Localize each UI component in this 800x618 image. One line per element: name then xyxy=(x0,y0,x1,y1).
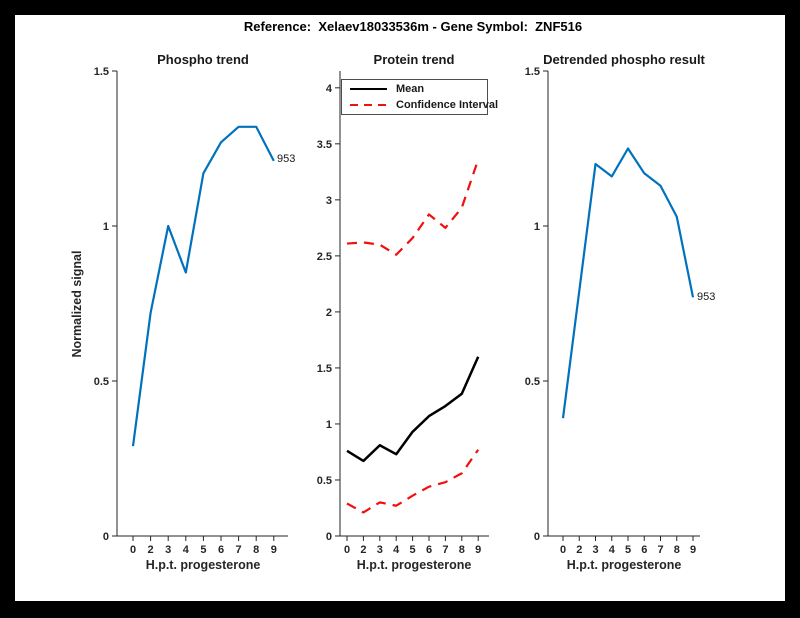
x-tick-label: 3 xyxy=(377,544,383,556)
subplot-3-axis xyxy=(547,71,700,537)
y-tick-label: 1 xyxy=(534,221,540,233)
legend-item-confidence-interval: Confidence Interval xyxy=(350,98,498,112)
x-tick-label: 2 xyxy=(148,544,154,556)
y-tick-label: 0.5 xyxy=(525,376,540,388)
x-tick-label: 3 xyxy=(592,544,598,556)
x-tick-label: 8 xyxy=(459,544,465,556)
y-tick-label: 0 xyxy=(534,531,540,543)
x-tick-label: 2 xyxy=(576,544,582,556)
y-tick-label: 0.5 xyxy=(317,475,332,487)
legend-ci-line-sample xyxy=(350,103,387,107)
subplot3-x-axis-label: H.p.t. progesterone xyxy=(566,558,682,572)
x-tick-label: 3 xyxy=(165,544,171,556)
x-tick-label: 7 xyxy=(442,544,448,556)
y-tick-label: 2 xyxy=(326,307,332,319)
subplot-2: 00.511.522.533.540 2 3 4 5 6 7 8 9 xyxy=(317,71,489,556)
subplot-2-series-mean xyxy=(346,356,480,463)
y-tick-label: 1.5 xyxy=(317,363,332,375)
y-tick-label: 1 xyxy=(103,221,109,233)
x-tick-label: 6 xyxy=(641,544,647,556)
subplot-2-series-confidence-interval-upper xyxy=(346,159,480,256)
subplot3-title: Detrended phospho result xyxy=(543,52,705,67)
x-tick-label: 9 xyxy=(271,544,277,556)
subplot1-datapoint-label: 953 xyxy=(277,153,296,165)
subplot3-datapoint-label: 953 xyxy=(697,291,716,303)
x-tick-label: 0 xyxy=(130,544,136,556)
x-tick-label: 6 xyxy=(218,544,224,556)
y-tick-label: 0 xyxy=(326,531,332,543)
legend-box: Mean Confidence Interval xyxy=(341,79,498,115)
figure-title: Reference: Xelaev18033536m - Gene Symbol… xyxy=(243,19,583,34)
subplot2-title: Protein trend xyxy=(373,52,455,67)
x-tick-label: 4 xyxy=(609,544,616,556)
x-tick-label: 6 xyxy=(426,544,432,556)
subplot-3: 00.511.50 2 3 4 5 6 7 8 9 xyxy=(525,66,700,556)
x-tick-label: 4 xyxy=(393,544,400,556)
x-tick-label: 5 xyxy=(410,544,416,556)
x-tick-label: 8 xyxy=(674,544,680,556)
x-tick-label: 9 xyxy=(475,544,481,556)
y-tick-label: 3 xyxy=(326,195,332,207)
legend-ci-label: Confidence Interval xyxy=(396,99,499,111)
subplot-1-series-phospho-signal xyxy=(131,125,275,447)
y-tick-label: 2.5 xyxy=(317,251,332,263)
y-tick-label: 4 xyxy=(326,83,333,95)
y-tick-label: 1 xyxy=(326,419,332,431)
x-tick-label: 0 xyxy=(560,544,566,556)
x-tick-label: 7 xyxy=(236,544,242,556)
subplot1-x-axis-label: H.p.t. progesterone xyxy=(145,558,261,572)
x-tick-label: 9 xyxy=(690,544,696,556)
legend-item-mean: Mean xyxy=(350,82,487,96)
y-tick-label: 1.5 xyxy=(525,66,540,78)
y-tick-label: 1.5 xyxy=(94,66,109,78)
subplot-2-series-confidence-interval-lower xyxy=(346,449,480,514)
x-tick-label: 8 xyxy=(253,544,259,556)
x-tick-label: 5 xyxy=(625,544,631,556)
legend-mean-line-sample xyxy=(350,87,387,91)
x-tick-label: 5 xyxy=(200,544,206,556)
x-tick-label: 0 xyxy=(344,544,350,556)
x-tick-label: 4 xyxy=(183,544,190,556)
subplot2-x-axis-label: H.p.t. progesterone xyxy=(356,558,472,572)
subplot-3-series-detrended-phospho-signal xyxy=(561,147,695,419)
y-tick-label: 0.5 xyxy=(94,376,109,388)
legend-mean-label: Mean xyxy=(396,83,425,95)
y-tick-label: 3.5 xyxy=(317,139,332,151)
y-tick-label: 0 xyxy=(103,531,109,543)
subplot-1: 00.511.50 2 3 4 5 6 7 8 9 xyxy=(94,66,288,556)
subplot1-title: Phospho trend xyxy=(157,52,249,67)
x-tick-label: 7 xyxy=(657,544,663,556)
x-tick-label: 2 xyxy=(360,544,366,556)
